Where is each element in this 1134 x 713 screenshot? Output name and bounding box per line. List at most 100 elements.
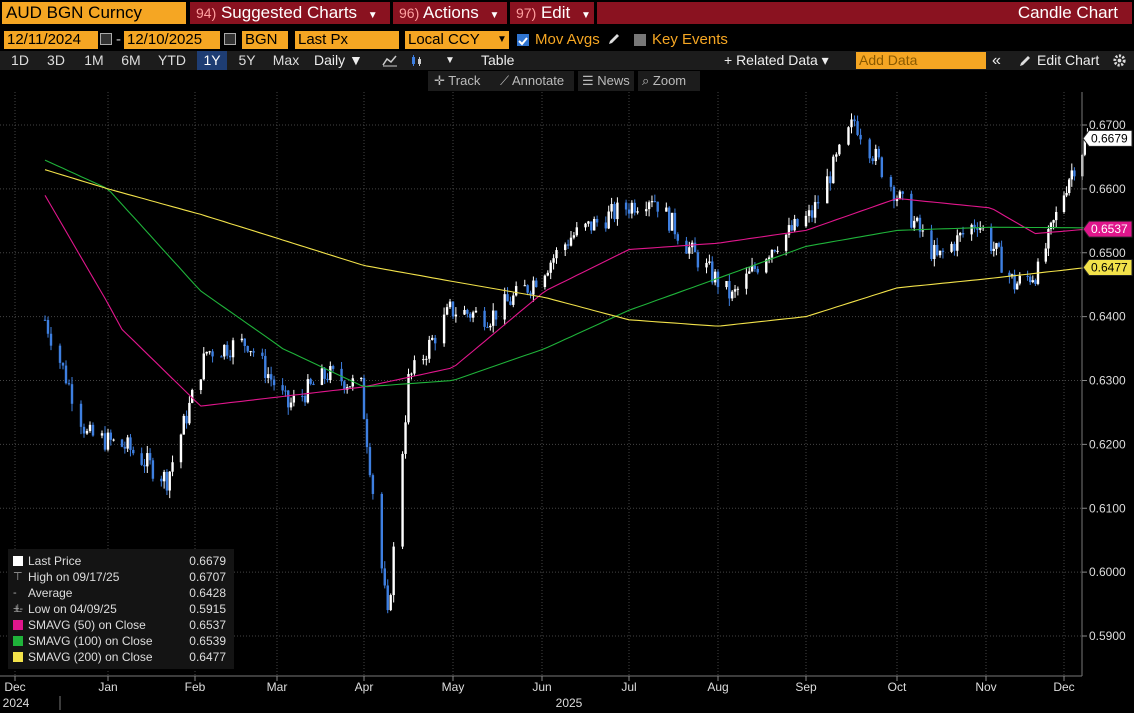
table-button[interactable]: Table (481, 52, 515, 68)
suggested-charts-menu[interactable]: 94) Suggested Charts ▼ (190, 2, 390, 24)
candle-chart-icon[interactable] (410, 54, 424, 73)
sma200-line (44, 169, 1088, 327)
period-toolbar: 1D 3D 1M 6M YTD 1Y 5Y Max Daily ▼ ▼ Tabl… (0, 51, 1134, 70)
candle-body (1010, 274, 1014, 277)
candle-body (901, 191, 904, 194)
candle-body (650, 201, 654, 203)
pencil-icon[interactable] (607, 32, 621, 51)
legend-sma200: SMAVG (200) on Close 0.6477 (8, 649, 234, 665)
source-field[interactable]: BGN (242, 31, 288, 49)
candle-body (685, 240, 688, 254)
candle-body (179, 434, 183, 463)
candle-body (329, 366, 332, 381)
candle-body (365, 418, 369, 448)
candle-body (320, 368, 324, 385)
period-max[interactable]: Max (272, 52, 300, 68)
candle-body (1068, 179, 1071, 193)
candle-body (748, 271, 751, 274)
candle-body (877, 148, 880, 158)
candle-body (171, 462, 174, 472)
period-1d[interactable]: 1D (11, 52, 29, 68)
gear-icon[interactable] (1112, 53, 1127, 73)
zoom-tool[interactable]: ⌕ Zoom (638, 71, 700, 91)
track-tool[interactable]: ✛ Track (428, 71, 498, 91)
line-chart-icon[interactable] (382, 54, 398, 72)
y-tick-label: 0.6300 (1089, 374, 1126, 388)
candle-body (549, 262, 552, 273)
calendar-icon[interactable] (100, 33, 112, 45)
candle-body (793, 218, 796, 231)
period-1y[interactable]: 1Y (197, 51, 227, 70)
candle-chart[interactable]: 0.6700 0.6600 0.6500 0.6400 0.6300 0.6200 0.61… (0, 92, 1134, 713)
candle-body (765, 259, 768, 273)
chart-type-dropdown-icon[interactable]: ▼ (445, 55, 455, 66)
period-ytd[interactable]: YTD (158, 52, 186, 68)
candle-body (223, 344, 226, 357)
y-tick-label: 0.6600 (1089, 182, 1126, 196)
currency-dropdown-icon[interactable]: ▼ (495, 31, 509, 49)
news-icon: ☰ (582, 73, 594, 88)
key-events-checkbox[interactable] (634, 34, 646, 46)
candle-body (859, 134, 862, 140)
actions-menu[interactable]: 96) Actions ▼ (393, 2, 507, 24)
legend-name: SMAVG (200) on Close (28, 650, 153, 664)
period-1m[interactable]: 1M (84, 52, 104, 68)
candle-body (607, 211, 610, 229)
mov-avgs-checkbox[interactable] (517, 34, 529, 46)
period-6m[interactable]: 6M (121, 52, 141, 68)
field-select[interactable]: Last Px (295, 31, 399, 49)
candle-body (252, 351, 255, 353)
candle-body (228, 355, 232, 358)
end-date-field[interactable]: 12/10/2025 (124, 31, 220, 49)
candle-body (753, 265, 757, 269)
x-tick-label: Dec (4, 680, 25, 694)
legend-value: 0.6428 (189, 586, 226, 600)
currency-select[interactable]: Local CCY (405, 31, 495, 49)
candle-body (776, 250, 779, 252)
candle-body (1026, 275, 1029, 277)
settings-bar: 12/11/2024 - 12/10/2025 BGN Last Px Loca… (0, 30, 1134, 50)
candle-body (240, 338, 244, 341)
candle-body (705, 262, 708, 268)
candle-body (401, 453, 404, 547)
edit-menu[interactable]: 97) Edit ▼ (510, 2, 594, 24)
low-marker-icon: ⊥ (13, 603, 23, 615)
candle-body (61, 362, 65, 366)
ticker-input[interactable]: AUD BGN Curncy (2, 2, 186, 24)
candle-body (267, 374, 270, 379)
candle-body (693, 242, 697, 253)
candle-body (624, 202, 628, 210)
edit-chart-button[interactable]: Edit Chart (1037, 52, 1100, 68)
start-date-field[interactable]: 12/11/2024 (4, 31, 98, 49)
candle-body (312, 383, 315, 385)
candle-body (383, 568, 386, 586)
y-tick-label: 0.6500 (1089, 246, 1126, 260)
candle-body (745, 273, 748, 289)
annotate-tool[interactable]: ⟋ Annotate (498, 71, 574, 91)
candle-body (633, 202, 636, 213)
related-data-button[interactable]: + Related Data ▾ (724, 52, 829, 68)
candle-body (790, 225, 794, 231)
candle-body (829, 176, 832, 184)
menu-label: Edit (540, 3, 571, 22)
candle-body (392, 546, 395, 596)
period-5y[interactable]: 5Y (238, 52, 256, 68)
candle-body (526, 285, 529, 293)
candle-body (243, 338, 246, 347)
candle-body (512, 295, 515, 305)
candle-body (653, 201, 657, 203)
news-tool[interactable]: ☰ News (578, 71, 634, 91)
candle-body (1049, 222, 1053, 230)
calendar-icon[interactable] (224, 33, 236, 45)
sma50-line (44, 195, 1088, 407)
candle-body (716, 271, 720, 288)
legend-value: 0.6679 (189, 554, 226, 568)
add-data-input[interactable]: Add Data (856, 52, 986, 69)
frequency-select[interactable]: Daily ▼ (314, 52, 363, 68)
candle-body (64, 365, 68, 384)
collapse-button[interactable]: « (992, 52, 1001, 69)
period-3d[interactable]: 3D (47, 52, 65, 68)
legend-name: Last Price (28, 554, 82, 568)
candle-body (88, 424, 92, 431)
candle-body (770, 249, 774, 258)
